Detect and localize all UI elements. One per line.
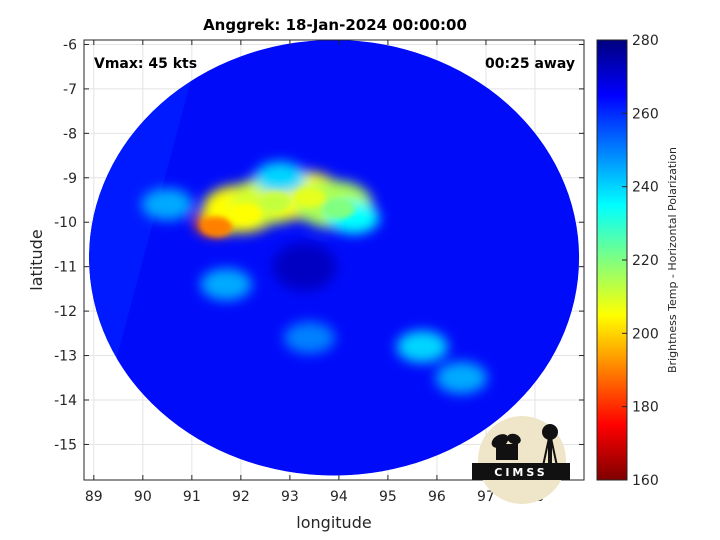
cold-cloud-features <box>141 161 488 394</box>
x-tick-label: 93 <box>281 489 299 505</box>
eyewall-core-cell-2 <box>259 192 292 213</box>
colorbar-tick-label: 200 <box>632 326 659 342</box>
colorbar-tick-label: 180 <box>632 400 659 416</box>
logo-water-tower-icon <box>542 424 558 467</box>
cold-feature-11 <box>283 321 336 354</box>
y-tick-label: -11 <box>54 260 77 276</box>
colorbar-tick-label: 280 <box>632 33 659 49</box>
x-tick-label: 96 <box>428 489 446 505</box>
plot-frame <box>83 39 585 481</box>
x-axis-label: longitude <box>296 513 371 532</box>
colorbar-tick-label: 240 <box>632 180 659 196</box>
time-offset-annotation: 00:25 away <box>485 56 575 72</box>
x-tick-label: 91 <box>183 489 201 505</box>
logo-text: CIMSS <box>494 466 547 479</box>
cold-feature-9 <box>435 361 488 394</box>
x-tick-label: 90 <box>134 489 152 505</box>
eyewall-core <box>200 187 355 237</box>
y-tick-label: -13 <box>54 349 77 365</box>
eyewall-core-cell-0 <box>200 216 233 237</box>
x-tick-label: 97 <box>477 489 495 505</box>
eye-region <box>272 242 337 291</box>
microwave-swath <box>88 40 580 476</box>
x-tick-label: 92 <box>232 489 250 505</box>
y-axis-ticks: -6 -7 -8 -9 -10 -11 -12 -13 -14 -15 <box>54 37 584 453</box>
cold-feature-6 <box>254 161 306 194</box>
eyewall-core-cell-1 <box>229 203 262 224</box>
logo-banner <box>472 463 570 480</box>
y-tick-label: -15 <box>54 437 77 453</box>
eyewall-core-cell-4 <box>322 198 355 219</box>
chart-title: Anggrek: 18-Jan-2024 00:00:00 <box>203 16 467 34</box>
colorbar-tick-label: 260 <box>632 106 659 122</box>
y-tick-label: -7 <box>63 82 77 98</box>
y-tick-label: -14 <box>54 393 77 409</box>
colorbar-label: Brightness Temp - Horizontal Polarizatio… <box>666 147 679 373</box>
x-tick-label: 94 <box>330 489 348 505</box>
cold-feature-10 <box>200 268 252 301</box>
y-tick-label: -12 <box>54 304 77 320</box>
y-tick-label: -6 <box>63 37 77 53</box>
colorbar-tick-label: 220 <box>632 253 659 269</box>
cold-feature-7 <box>141 188 193 221</box>
y-tick-label: -10 <box>54 215 77 231</box>
colorbar-tick-label: 160 <box>632 473 659 489</box>
x-tick-label: 89 <box>85 489 103 505</box>
y-axis-label: latitude <box>27 229 46 290</box>
cimss-logo: CIMSS <box>472 416 570 504</box>
eyewall-core-cell-3 <box>293 187 326 208</box>
x-tick-label: 95 <box>379 489 397 505</box>
logo-satellite-dish-icon <box>491 433 521 460</box>
y-tick-label: -8 <box>63 126 77 142</box>
colorbar-ticks: 160 180 200 220 240 260 280 <box>622 33 659 489</box>
cold-feature-8 <box>396 330 448 363</box>
vmax-annotation: Vmax: 45 kts <box>94 56 197 72</box>
y-tick-label: -9 <box>63 171 77 187</box>
